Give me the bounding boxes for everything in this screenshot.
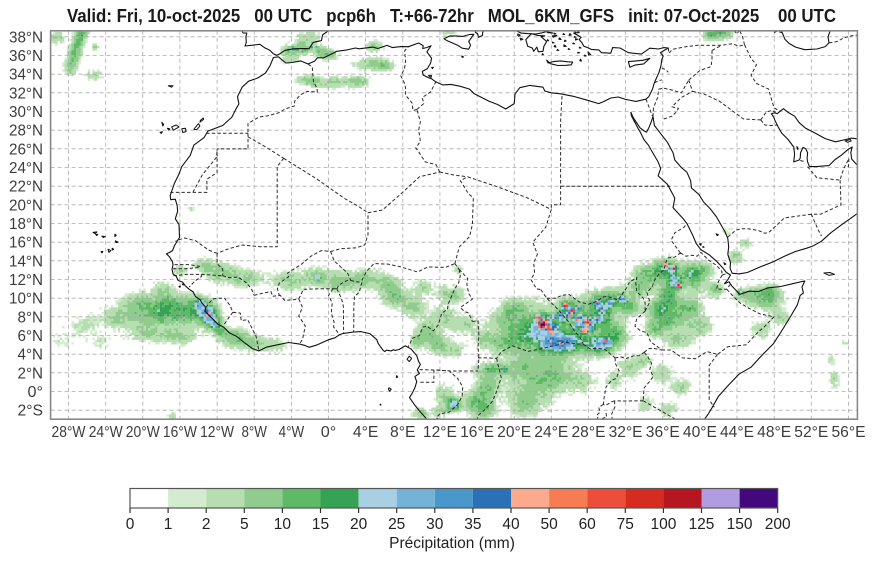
svg-text:2°N: 2°N bbox=[18, 365, 44, 382]
svg-text:16°E: 16°E bbox=[460, 424, 494, 441]
svg-text:20°N: 20°N bbox=[9, 197, 43, 214]
svg-text:25: 25 bbox=[388, 516, 405, 533]
svg-text:Valid: Fri, 10-oct-2025 00 U: Valid: Fri, 10-oct-2025 00 UTC pcp6h T:+… bbox=[67, 5, 836, 26]
svg-text:52°E: 52°E bbox=[794, 424, 828, 441]
svg-text:0°: 0° bbox=[321, 424, 337, 441]
svg-text:32°N: 32°N bbox=[9, 85, 43, 102]
svg-text:100: 100 bbox=[650, 516, 676, 533]
svg-text:2: 2 bbox=[202, 516, 211, 533]
svg-text:28°W: 28°W bbox=[52, 424, 86, 441]
svg-text:56°E: 56°E bbox=[832, 424, 866, 441]
svg-text:15: 15 bbox=[312, 516, 329, 533]
svg-text:20°E: 20°E bbox=[497, 424, 531, 441]
svg-text:125: 125 bbox=[689, 516, 715, 533]
svg-text:36°E: 36°E bbox=[646, 424, 680, 441]
svg-text:200: 200 bbox=[765, 516, 791, 533]
svg-text:1: 1 bbox=[164, 516, 173, 533]
svg-text:38°N: 38°N bbox=[9, 29, 43, 46]
svg-text:50: 50 bbox=[540, 516, 558, 533]
svg-text:2°S: 2°S bbox=[18, 403, 44, 420]
svg-text:16°W: 16°W bbox=[163, 424, 197, 441]
svg-text:10°N: 10°N bbox=[9, 291, 43, 308]
svg-text:24°E: 24°E bbox=[534, 424, 568, 441]
svg-text:0°: 0° bbox=[28, 384, 44, 401]
svg-text:40°E: 40°E bbox=[683, 424, 717, 441]
svg-text:28°N: 28°N bbox=[9, 123, 43, 140]
svg-text:4°E: 4°E bbox=[353, 424, 379, 441]
svg-text:26°N: 26°N bbox=[9, 141, 43, 158]
svg-text:24°N: 24°N bbox=[9, 160, 43, 177]
svg-text:4°N: 4°N bbox=[18, 347, 44, 364]
svg-text:14°N: 14°N bbox=[9, 253, 43, 270]
svg-text:150: 150 bbox=[727, 516, 753, 533]
svg-text:60: 60 bbox=[579, 516, 597, 533]
svg-text:6°N: 6°N bbox=[18, 328, 44, 345]
svg-text:12°E: 12°E bbox=[423, 424, 457, 441]
svg-text:16°N: 16°N bbox=[9, 235, 43, 252]
svg-text:22°N: 22°N bbox=[9, 179, 43, 196]
svg-text:10: 10 bbox=[274, 516, 292, 533]
svg-text:8°W: 8°W bbox=[241, 424, 267, 441]
svg-text:5: 5 bbox=[240, 516, 249, 533]
svg-text:12°W: 12°W bbox=[200, 424, 234, 441]
svg-text:36°N: 36°N bbox=[9, 48, 43, 65]
svg-text:40: 40 bbox=[502, 516, 520, 533]
svg-text:30°N: 30°N bbox=[9, 104, 43, 121]
svg-text:Précipitation (mm): Précipitation (mm) bbox=[389, 535, 515, 552]
svg-text:30: 30 bbox=[426, 516, 444, 533]
svg-text:18°N: 18°N bbox=[9, 216, 43, 233]
svg-text:48°E: 48°E bbox=[757, 424, 791, 441]
svg-text:20°W: 20°W bbox=[126, 424, 160, 441]
svg-text:20: 20 bbox=[350, 516, 368, 533]
svg-text:32°E: 32°E bbox=[609, 424, 643, 441]
svg-text:8°E: 8°E bbox=[390, 424, 416, 441]
svg-text:28°E: 28°E bbox=[572, 424, 606, 441]
svg-text:0: 0 bbox=[126, 516, 135, 533]
svg-text:35: 35 bbox=[464, 516, 481, 533]
svg-text:44°E: 44°E bbox=[720, 424, 754, 441]
svg-text:4°W: 4°W bbox=[279, 424, 305, 441]
svg-text:8°N: 8°N bbox=[18, 309, 44, 326]
svg-text:24°W: 24°W bbox=[89, 424, 123, 441]
svg-text:34°N: 34°N bbox=[9, 67, 43, 84]
svg-text:12°N: 12°N bbox=[9, 272, 43, 289]
svg-text:75: 75 bbox=[617, 516, 634, 533]
